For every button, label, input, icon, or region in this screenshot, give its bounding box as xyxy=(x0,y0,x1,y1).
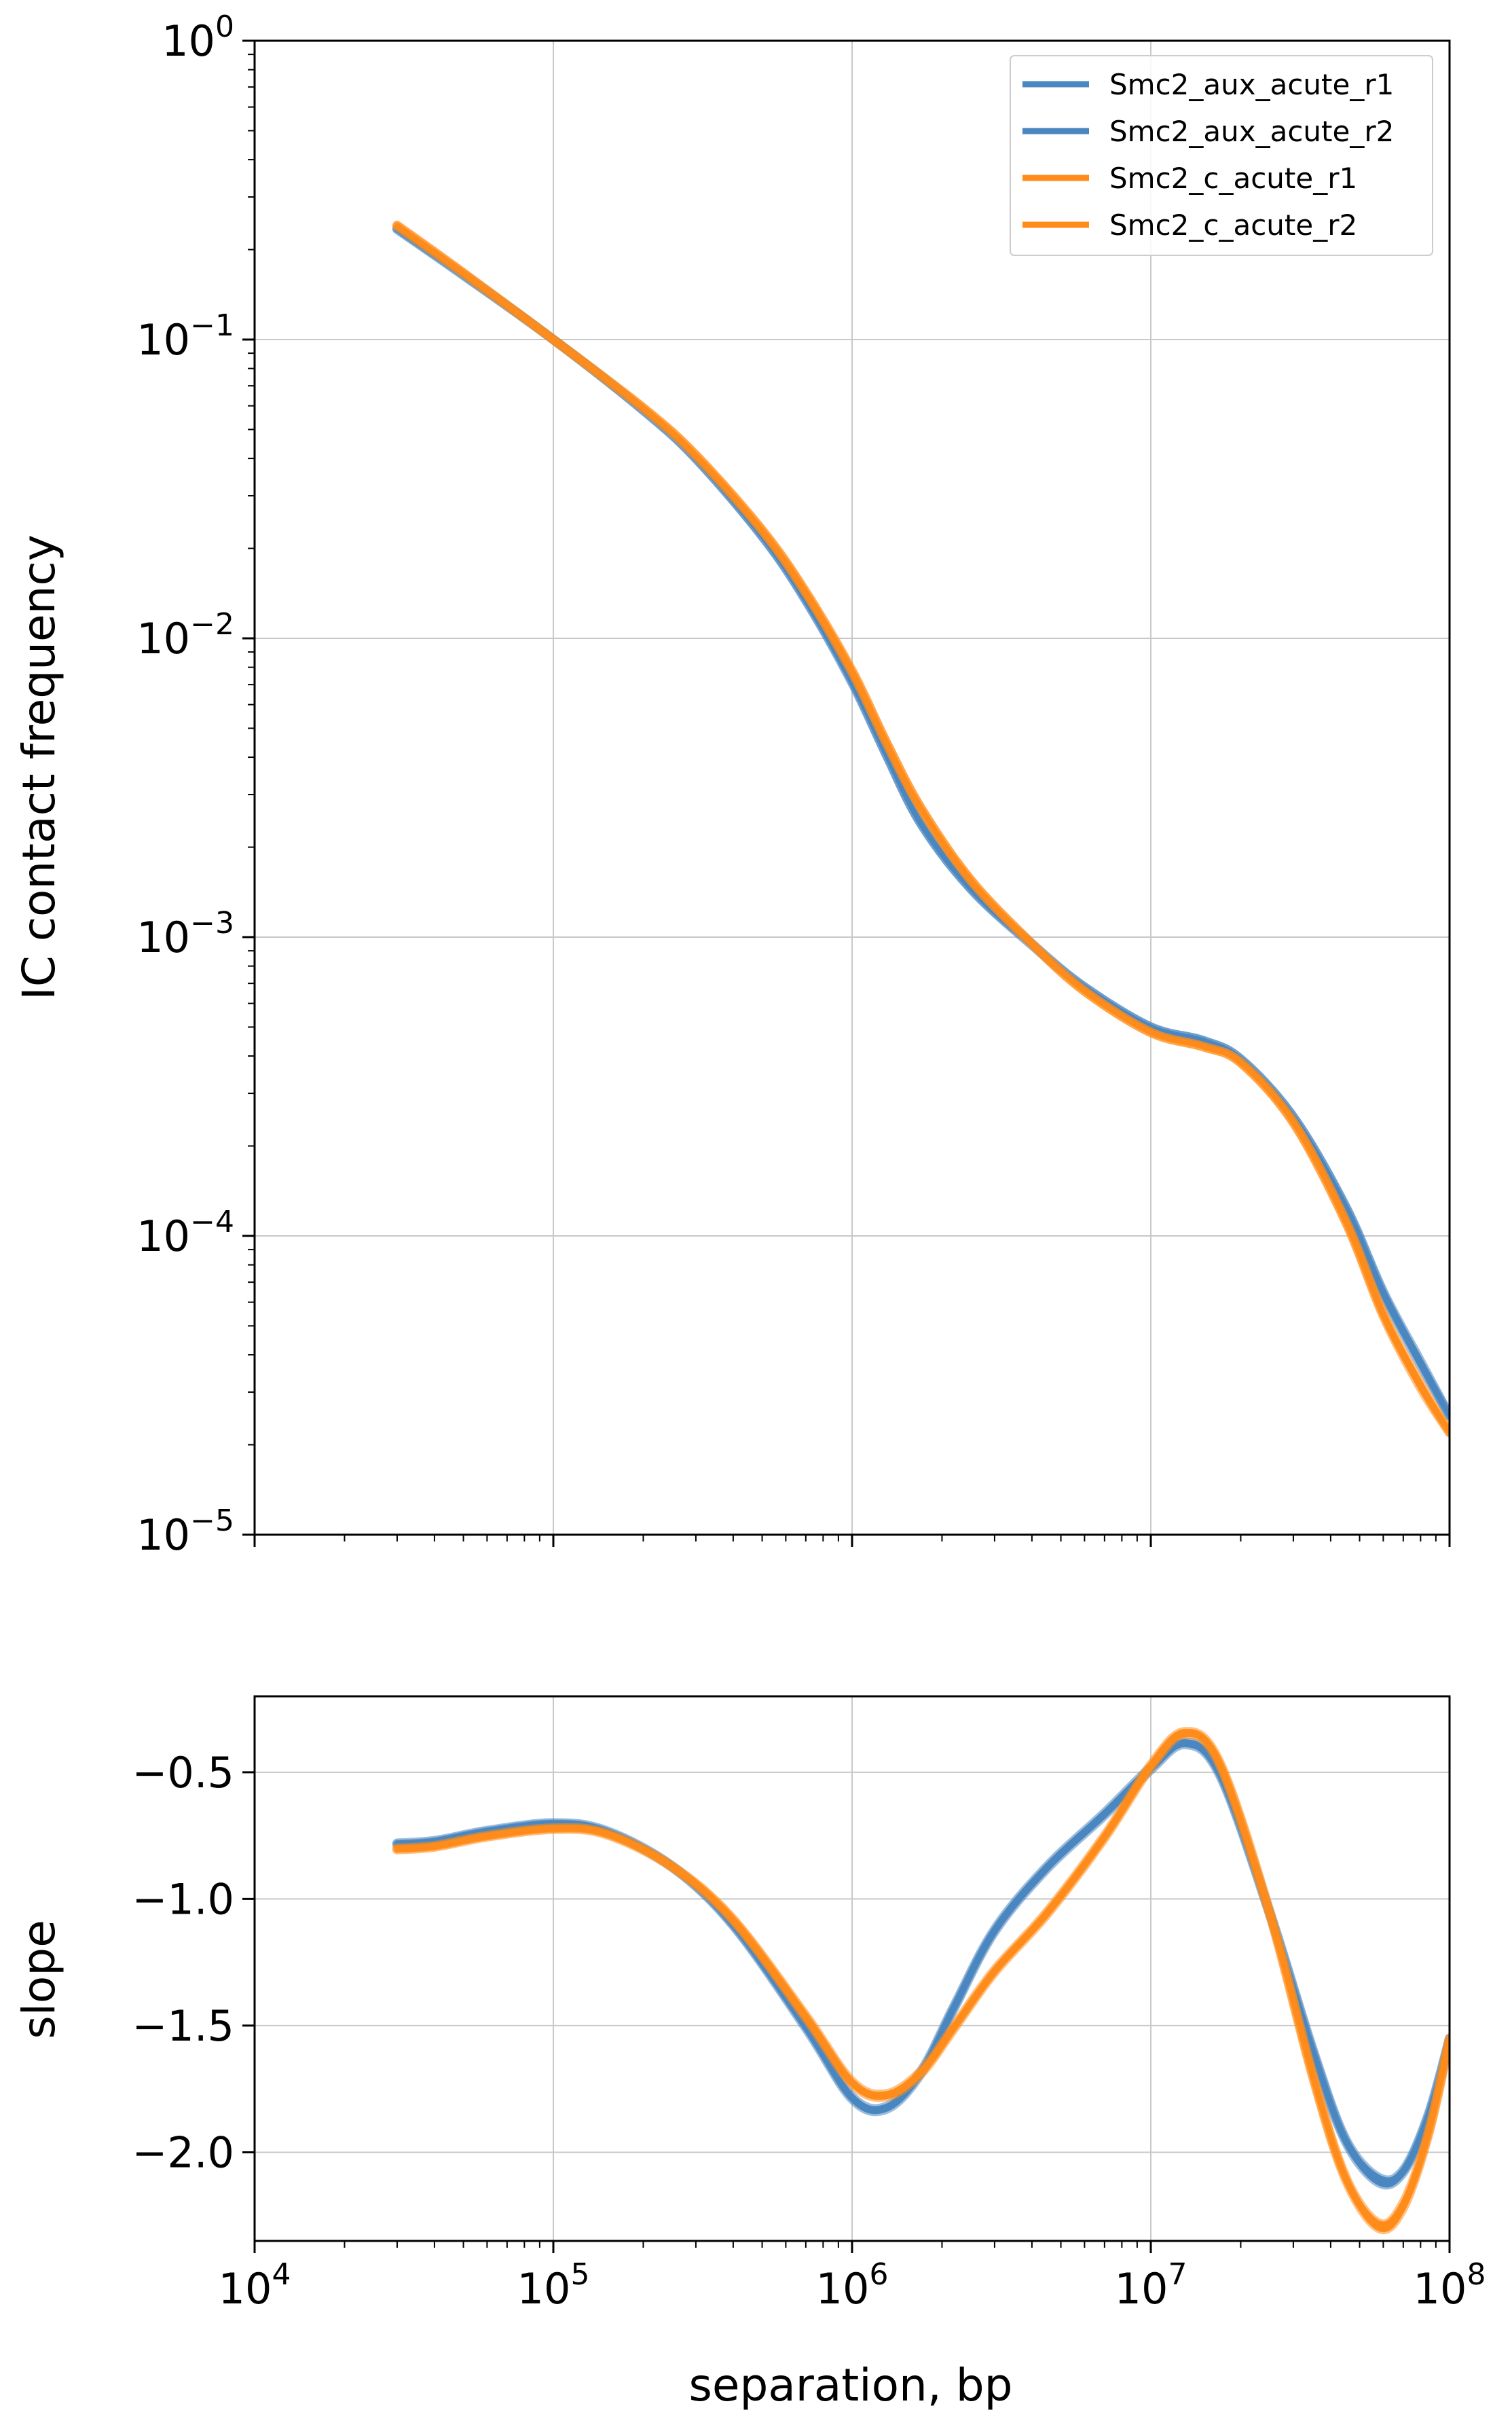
top-y-tick-label: 10−3 xyxy=(136,906,234,962)
bot-y-tick-label: −2.0 xyxy=(132,2128,234,2177)
bot-x-tick-label: 106 xyxy=(816,2257,889,2314)
bottom-axes: −0.5 −1.0 −1.5 −2.0 104 105 106 107 108 xyxy=(132,1695,1486,2314)
legend-label: Smc2_aux_acute_r2 xyxy=(1109,115,1394,148)
bottom-y-axis-label: slope xyxy=(13,1920,65,2039)
top-y-tick-label: 10−4 xyxy=(136,1205,234,1261)
top-plot-lines xyxy=(392,220,1450,1438)
legend-label: Smc2_c_acute_r2 xyxy=(1109,208,1357,242)
bot-series-line-Smc2_aux_acute_r1 xyxy=(394,1739,1450,2183)
legend-label: Smc2_c_acute_r1 xyxy=(1109,162,1357,195)
top-series-line-Smc2_c_acute_r2 xyxy=(394,222,1450,1436)
bot-x-tick-label: 108 xyxy=(1414,2257,1486,2314)
top-y-tick-label: 10−1 xyxy=(136,308,234,365)
top-series-line-Smc2_aux_acute_r2 xyxy=(394,226,1450,1419)
top-grid xyxy=(255,41,1450,1535)
top-y-tick-label: 10−5 xyxy=(136,1503,234,1560)
legend-box xyxy=(1010,55,1433,256)
bottom-plot-lines xyxy=(392,1727,1450,2234)
bot-series-halo xyxy=(392,1739,1450,2190)
bottom-grid xyxy=(255,1696,1450,2241)
top-y-tick-label: 100 xyxy=(162,10,234,66)
bot-x-tick-label: 105 xyxy=(517,2257,590,2314)
bot-series-halo xyxy=(392,1729,1450,2234)
bot-series-line-Smc2_c_acute_r2 xyxy=(394,1731,1450,2232)
legend-label: Smc2_aux_acute_r1 xyxy=(1109,68,1394,101)
bot-y-tick-label: −1.5 xyxy=(132,2001,234,2051)
top-y-tick-label: 10−2 xyxy=(136,607,234,663)
top-y-axis-label: IC contact frequency xyxy=(13,534,65,1000)
x-axis-label: separation, bp xyxy=(688,2359,1012,2411)
bot-series-line-Smc2_aux_acute_r2 xyxy=(394,1741,1450,2188)
bot-y-tick-label: −0.5 xyxy=(132,1748,234,1798)
bot-y-tick-label: −1.0 xyxy=(132,1874,234,1924)
bot-x-tick-label: 107 xyxy=(1115,2257,1187,2314)
bot-series-halo xyxy=(392,1737,1450,2185)
bot-x-tick-label: 104 xyxy=(219,2257,291,2314)
top-axes: 100 10−1 10−2 10−3 10−4 10−5 xyxy=(136,10,1451,1560)
legend: Smc2_aux_acute_r1 Smc2_aux_acute_r2 Smc2_c… xyxy=(1010,55,1433,256)
